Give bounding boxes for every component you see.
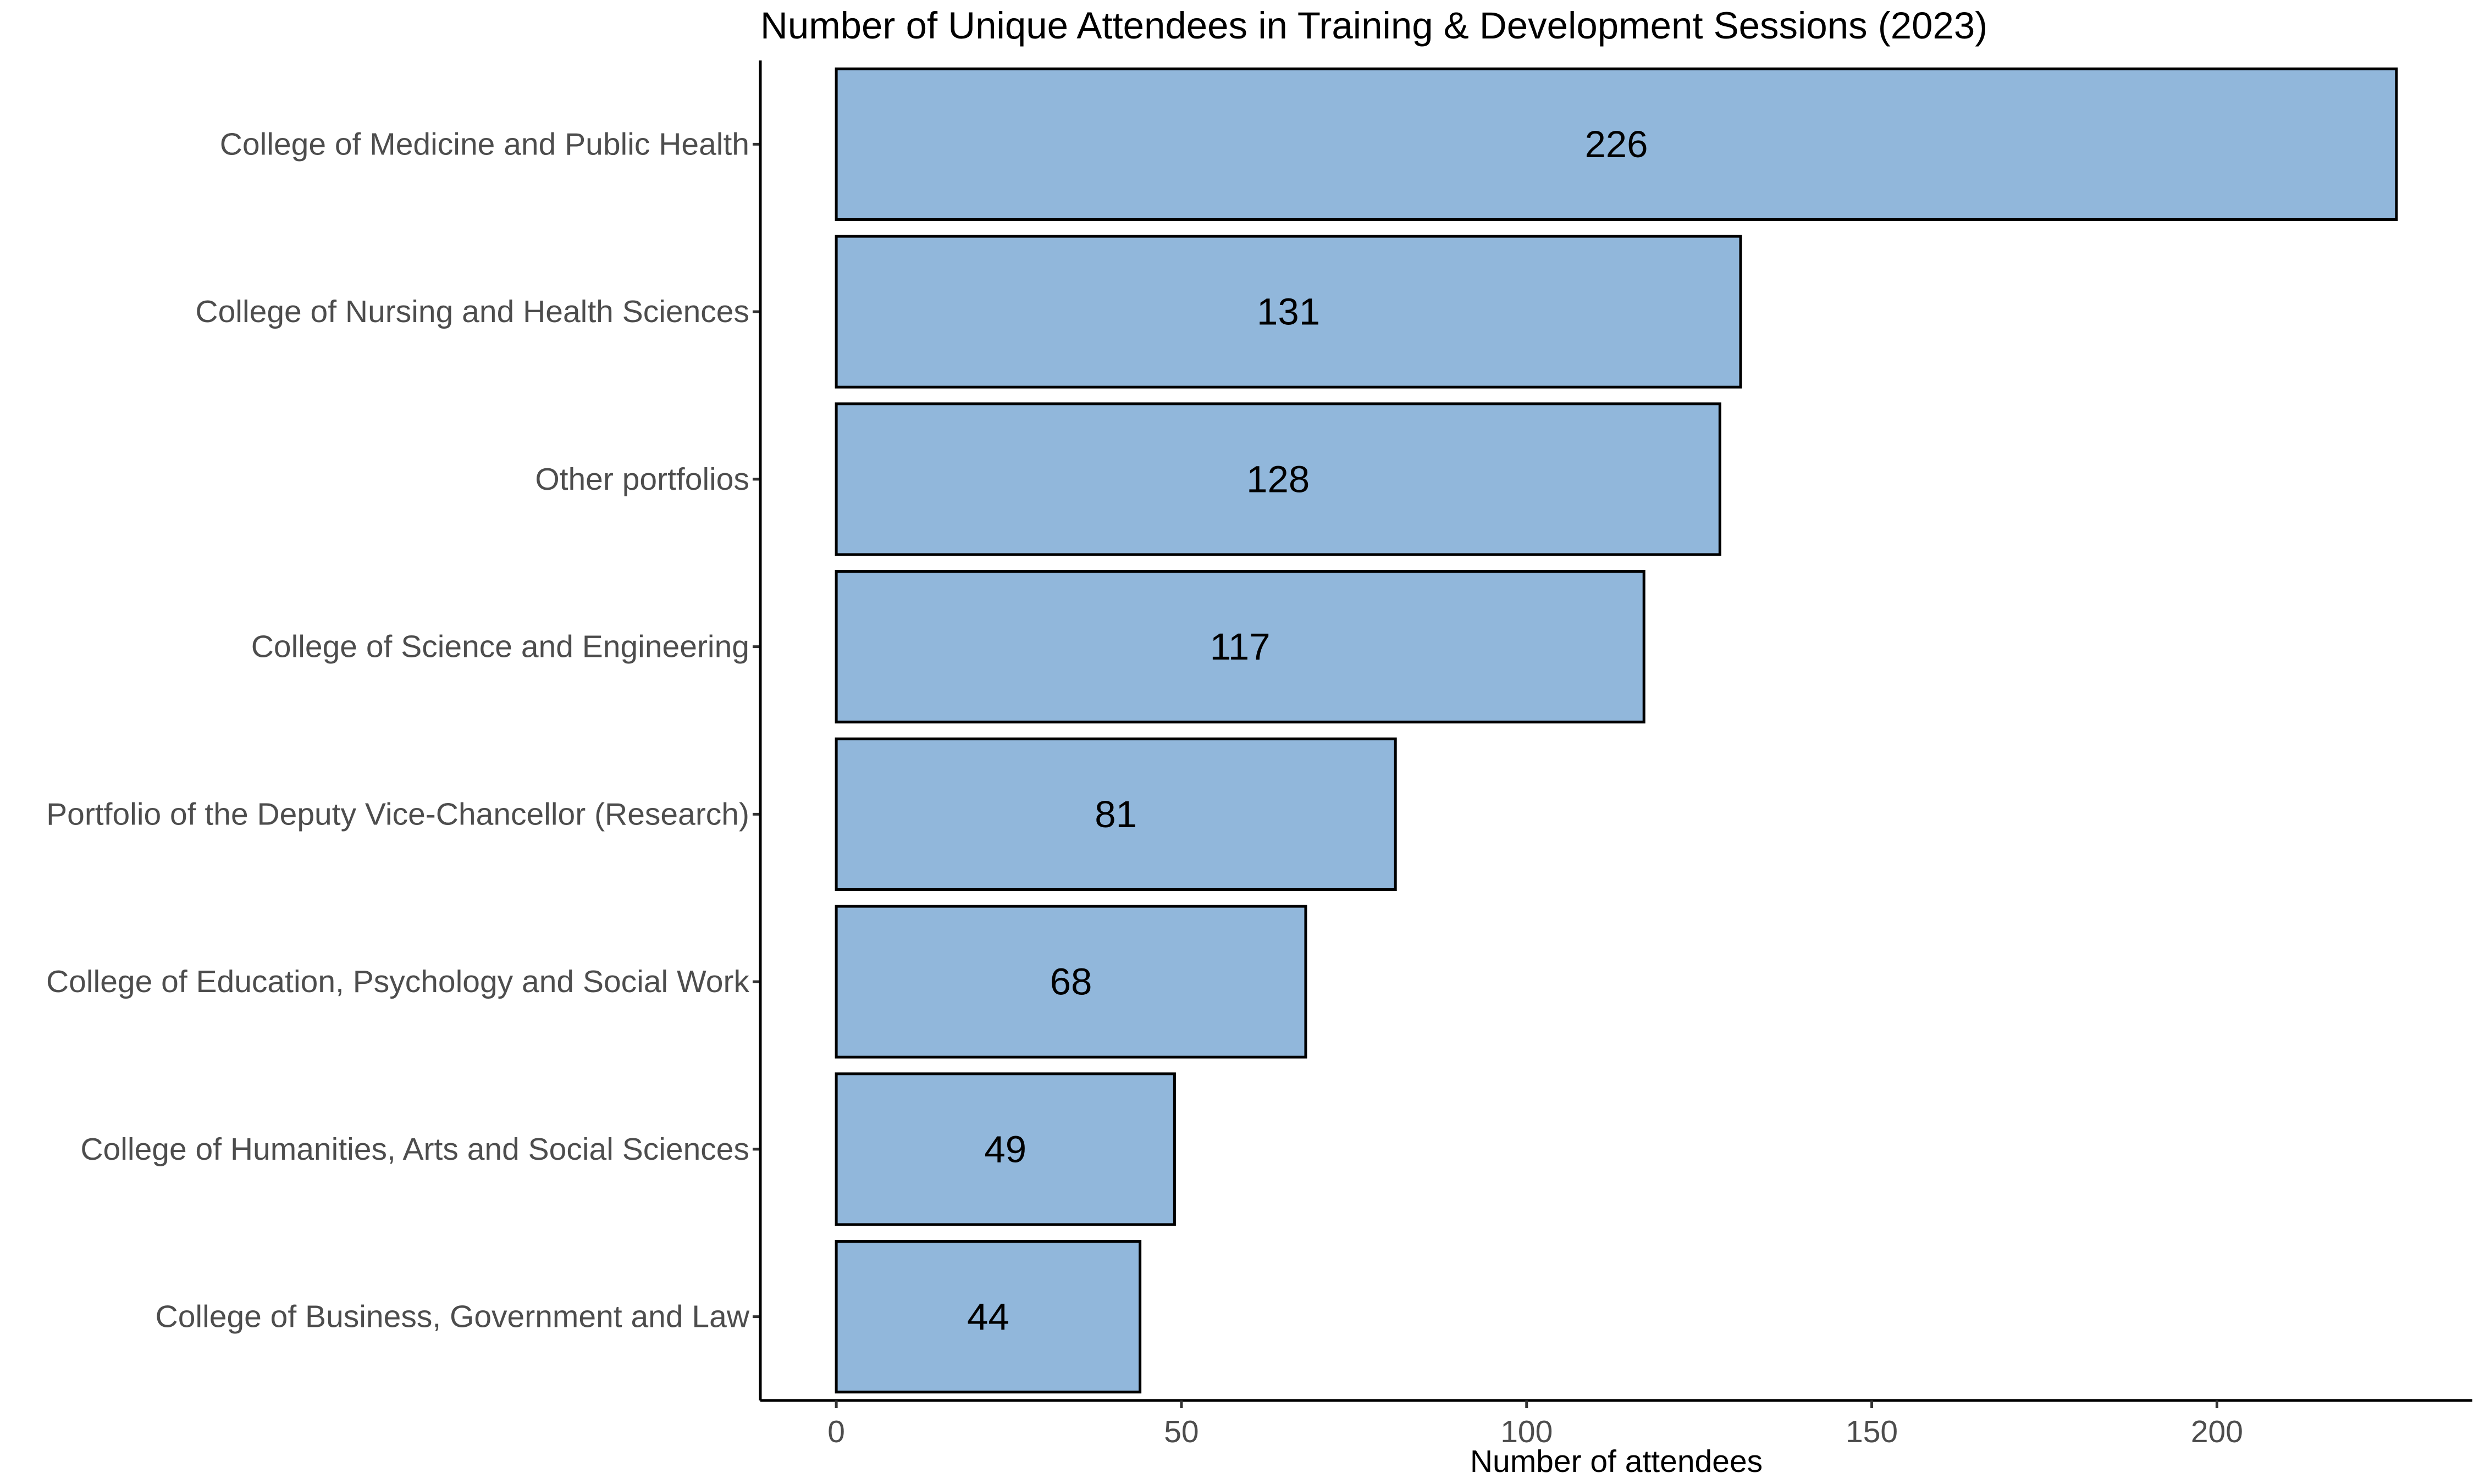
data-label: 131 bbox=[1257, 291, 1320, 333]
x-tick-label: 150 bbox=[1846, 1414, 1898, 1449]
y-tick-label: College of Nursing and Health Sciences bbox=[195, 294, 749, 329]
y-tick-label: College of Humanities, Arts and Social S… bbox=[80, 1132, 749, 1167]
y-tick-label: College of Medicine and Public Health bbox=[220, 126, 749, 162]
x-tick-label: 0 bbox=[827, 1414, 845, 1449]
y-tick-label: Portfolio of the Deputy Vice-Chancellor … bbox=[46, 796, 749, 832]
bar bbox=[835, 1239, 1142, 1394]
y-tick-label: College of Business, Government and Law bbox=[156, 1299, 750, 1335]
y-tick-label: College of Science and Engineering bbox=[251, 629, 749, 665]
bar bbox=[835, 1072, 1176, 1226]
data-label: 49 bbox=[984, 1128, 1026, 1170]
data-label: 81 bbox=[1095, 793, 1137, 835]
y-tick-label: College of Education, Psychology and Soc… bbox=[46, 964, 749, 999]
bar bbox=[835, 569, 1645, 724]
data-label: 117 bbox=[1210, 625, 1271, 668]
data-label: 128 bbox=[1246, 458, 1310, 500]
x-axis-title: Number of attendees bbox=[1470, 1444, 1763, 1479]
bar bbox=[835, 402, 1721, 556]
data-label: 226 bbox=[1584, 123, 1648, 165]
bars-layer bbox=[835, 67, 2398, 1394]
data-label: 44 bbox=[967, 1295, 1009, 1338]
x-tick-label: 50 bbox=[1164, 1414, 1199, 1449]
bar bbox=[835, 737, 1397, 891]
x-tick-label: 100 bbox=[1500, 1414, 1553, 1449]
bar bbox=[835, 905, 1307, 1059]
y-axis: College of Medicine and Public Health Col… bbox=[46, 60, 762, 1400]
bar bbox=[835, 235, 1742, 389]
bar bbox=[835, 67, 2398, 222]
y-tick-label: Other portfolios bbox=[535, 462, 749, 497]
x-axis: 0 50 100 150 200 bbox=[760, 1399, 2472, 1449]
data-label: 68 bbox=[1050, 961, 1092, 1003]
x-tick-label: 200 bbox=[2191, 1414, 2243, 1449]
chart-title: Number of Unique Attendees in Training &… bbox=[760, 4, 1987, 47]
data-labels-layer: 226 131 128 117 81 68 49 44 bbox=[967, 123, 1648, 1338]
